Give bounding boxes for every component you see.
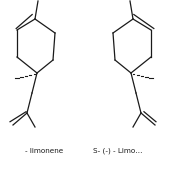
- Text: - limonene: - limonene: [25, 148, 63, 154]
- Text: S- (-) - Limo…: S- (-) - Limo…: [93, 148, 143, 154]
